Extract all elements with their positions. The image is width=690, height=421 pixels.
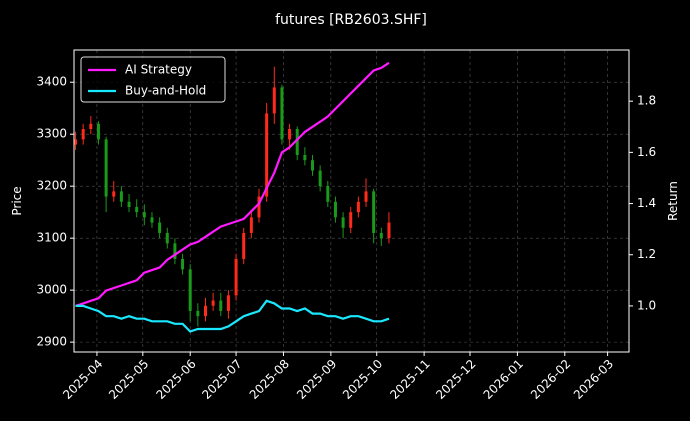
- y-tick-label: 2900: [36, 335, 67, 349]
- candle-body: [226, 295, 230, 311]
- y2-axis-label: Return: [666, 181, 680, 221]
- candle-body: [349, 212, 353, 228]
- candle-body: [387, 222, 391, 239]
- candle-body: [96, 123, 100, 140]
- candle-body: [203, 305, 207, 317]
- y2-tick-label: 1.0: [637, 298, 656, 312]
- candle-body: [364, 191, 368, 202]
- legend-box: [80, 56, 226, 103]
- candle-body: [158, 222, 162, 233]
- candle-body: [356, 201, 360, 213]
- candle-body: [135, 206, 139, 213]
- candle-body: [89, 123, 93, 130]
- candle-body: [242, 232, 246, 259]
- candle-body: [333, 201, 337, 218]
- candle-body: [142, 212, 146, 218]
- candle-body: [104, 139, 108, 197]
- candle-body: [150, 217, 154, 223]
- legend-label: Buy-and-Hold: [125, 84, 206, 98]
- candle-body: [257, 196, 261, 218]
- candle-body: [81, 129, 85, 140]
- line-series: [75, 299, 390, 333]
- line-series: [75, 61, 390, 307]
- candle-body: [181, 258, 185, 270]
- candle-body: [188, 269, 192, 311]
- candle-body: [119, 191, 123, 202]
- candle-body: [326, 186, 330, 202]
- candle-body: [288, 129, 292, 140]
- candle-body: [112, 191, 116, 197]
- candle-body: [372, 191, 376, 233]
- candle-body: [234, 258, 238, 296]
- plot-frame: [73, 49, 630, 353]
- y2-tick-label: 1.8: [637, 94, 656, 108]
- candle-body: [272, 87, 276, 114]
- y-tick-label: 3200: [36, 179, 67, 193]
- candle-body: [74, 139, 78, 145]
- legend-label: AI Strategy: [125, 63, 192, 77]
- y-tick-label: 3400: [36, 75, 67, 89]
- candle-body: [311, 160, 315, 171]
- candle-body: [379, 232, 383, 239]
- candle-body: [295, 129, 299, 155]
- candle-body: [303, 154, 307, 161]
- candle-body: [219, 300, 223, 311]
- candle-body: [211, 300, 215, 306]
- y2-tick-label: 1.2: [637, 247, 656, 261]
- candle-body: [196, 310, 200, 317]
- chart-title: futures [RB2603.SHF]: [275, 12, 427, 28]
- y-tick-label: 3000: [36, 283, 67, 297]
- candle-body: [165, 232, 169, 244]
- y2-tick-label: 1.4: [637, 196, 656, 210]
- candle-body: [127, 201, 131, 207]
- candle-body: [265, 113, 269, 197]
- candle-body: [280, 87, 284, 140]
- y-tick-label: 3300: [36, 127, 67, 141]
- y2-tick-label: 1.6: [637, 145, 656, 159]
- y-axis-label: Price: [10, 186, 24, 215]
- candle-body: [249, 217, 253, 233]
- y-tick-label: 3100: [36, 231, 67, 245]
- candle-body: [318, 170, 322, 187]
- candle-body: [341, 217, 345, 228]
- candle-body: [173, 243, 177, 259]
